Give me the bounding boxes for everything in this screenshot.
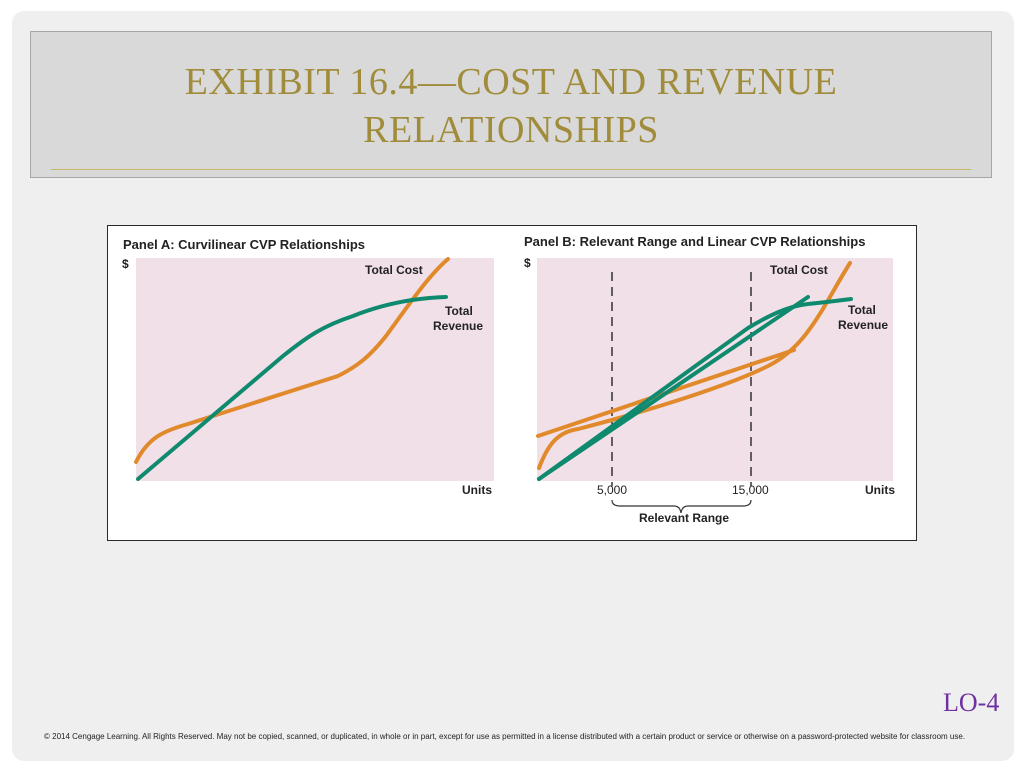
panel-b-linear-total-revenue-line: [537, 295, 810, 481]
panel-b: Panel B: Relevant Range and Linear CVP R…: [524, 234, 895, 525]
panel-a-total-cost-label: Total Cost: [365, 263, 423, 277]
panel-b-total-cost-label: Total Cost: [770, 263, 828, 277]
panel-b-total-revenue-label-2: Revenue: [838, 318, 888, 332]
panel-a-plot-area: [136, 258, 494, 481]
panel-a-total-cost-line: [134, 257, 450, 464]
panel-b-title: Panel B: Relevant Range and Linear CVP R…: [524, 234, 865, 249]
slide-title-line-2: RELATIONSHIPS: [363, 109, 659, 151]
panel-a-total-revenue-label-1: Total: [445, 304, 473, 318]
learning-objective-tag: LO-4: [943, 688, 1000, 717]
panel-b-curvilinear-total-cost-line: [537, 261, 852, 470]
panel-b-tick-high: 15,000: [732, 483, 769, 497]
panel-b-tick-low: 5,000: [597, 483, 627, 497]
panel-a-title: Panel A: Curvilinear CVP Relationships: [123, 237, 365, 252]
title-divider: [51, 169, 971, 170]
panel-a-total-revenue-line: [136, 295, 448, 481]
copyright-notice: © 2014 Cengage Learning. All Rights Rese…: [44, 732, 966, 741]
panel-b-relevant-range-label: Relevant Range: [639, 511, 729, 525]
cvp-exhibit-figure: Panel A: Curvilinear CVP Relationships $…: [107, 225, 917, 541]
panel-a-x-axis-label: Units: [462, 483, 492, 497]
panel-a-y-axis-label: $: [122, 257, 129, 271]
slide-title: EXHIBIT 16.4—COST AND REVENUE RELATIONSH…: [31, 58, 991, 154]
panel-a: Panel A: Curvilinear CVP Relationships $…: [122, 237, 494, 497]
panel-b-plot-area: [537, 258, 893, 481]
panel-b-total-revenue-label-1: Total: [848, 303, 876, 317]
slide-title-line-1: EXHIBIT 16.4—COST AND REVENUE: [184, 61, 838, 103]
panel-b-x-axis-label: Units: [865, 483, 895, 497]
panel-b-relevant-range-brace: [611, 499, 752, 514]
panel-b-curvilinear-total-revenue-line: [537, 297, 853, 481]
title-area: EXHIBIT 16.4—COST AND REVENUE RELATIONSH…: [30, 31, 992, 178]
panel-a-total-revenue-label-2: Revenue: [433, 319, 483, 333]
panel-b-y-axis-label: $: [524, 256, 531, 270]
cvp-diagram: Panel A: Curvilinear CVP Relationships $…: [122, 234, 895, 525]
